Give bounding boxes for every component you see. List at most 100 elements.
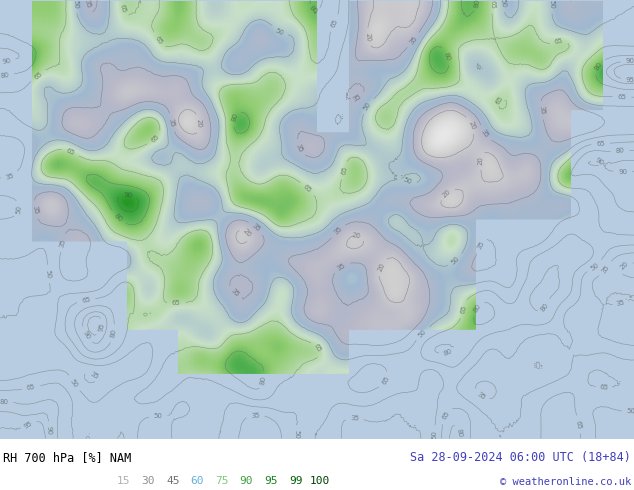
Text: 15: 15: [117, 476, 131, 486]
Text: 65: 65: [489, 0, 495, 8]
Text: 20: 20: [242, 227, 252, 238]
Text: 65: 65: [554, 38, 564, 45]
Text: 50: 50: [626, 409, 634, 415]
Text: 35: 35: [250, 412, 260, 419]
Text: 50: 50: [45, 269, 52, 279]
Text: 80: 80: [593, 61, 604, 72]
Text: 80: 80: [109, 328, 117, 339]
Text: 50: 50: [403, 177, 413, 186]
Text: 35: 35: [352, 94, 363, 103]
Text: Sa 28-09-2024 06:00 UTC (18+84): Sa 28-09-2024 06:00 UTC (18+84): [410, 451, 631, 465]
Text: 65: 65: [330, 18, 339, 28]
Text: 80: 80: [308, 4, 319, 15]
Text: 65: 65: [441, 410, 451, 421]
Text: 50: 50: [293, 430, 299, 439]
Text: 65: 65: [575, 419, 583, 429]
Text: 30: 30: [141, 476, 155, 486]
Text: 80: 80: [231, 112, 239, 122]
Text: 65: 65: [172, 300, 181, 306]
Text: 20: 20: [195, 119, 202, 128]
Text: 90: 90: [46, 426, 53, 435]
Text: 35: 35: [251, 222, 261, 233]
Text: 50: 50: [73, 0, 79, 8]
Text: 45: 45: [166, 476, 179, 486]
Text: 35: 35: [295, 142, 304, 153]
Text: 80: 80: [472, 303, 482, 314]
Text: 35: 35: [408, 35, 418, 46]
Text: 80: 80: [615, 148, 624, 154]
Text: 100: 100: [310, 476, 330, 486]
Text: 90: 90: [626, 58, 634, 64]
Text: 20: 20: [377, 262, 386, 272]
Text: 35: 35: [5, 172, 15, 181]
Text: 50: 50: [69, 378, 79, 389]
Text: 80: 80: [473, 0, 481, 8]
Text: 50: 50: [548, 0, 555, 8]
Text: 90: 90: [2, 57, 12, 65]
Text: 35: 35: [476, 240, 486, 251]
Text: 35: 35: [168, 118, 176, 127]
Text: 65: 65: [599, 384, 609, 391]
Text: 80: 80: [0, 72, 10, 79]
Text: 80: 80: [113, 213, 124, 223]
Text: 50: 50: [417, 328, 428, 339]
Text: 65: 65: [81, 296, 91, 304]
Text: 65: 65: [119, 3, 127, 14]
Text: 65: 65: [596, 140, 605, 147]
Text: 35: 35: [333, 225, 343, 236]
Text: 65: 65: [459, 304, 467, 314]
Text: 35: 35: [615, 299, 625, 307]
Text: 35: 35: [59, 238, 67, 248]
Text: 65: 65: [313, 343, 323, 354]
Text: 20: 20: [365, 32, 372, 42]
Text: 95: 95: [625, 77, 634, 83]
Text: 80: 80: [0, 399, 8, 405]
Text: 35: 35: [538, 106, 545, 115]
Text: 35: 35: [89, 370, 100, 380]
Text: 20: 20: [352, 232, 361, 240]
Text: 80: 80: [443, 51, 451, 61]
Text: 95: 95: [98, 322, 106, 332]
Text: 65: 65: [26, 384, 36, 391]
Text: 65: 65: [381, 375, 391, 386]
Text: 35: 35: [480, 128, 490, 139]
Text: 50: 50: [363, 100, 373, 111]
Text: 35: 35: [336, 262, 347, 271]
Text: 65: 65: [150, 133, 160, 144]
Text: 50: 50: [16, 204, 22, 214]
Text: 90: 90: [124, 192, 133, 198]
Text: © weatheronline.co.uk: © weatheronline.co.uk: [500, 477, 631, 488]
Text: 65: 65: [618, 94, 626, 100]
Text: 35: 35: [350, 415, 359, 422]
Text: 50: 50: [590, 261, 600, 271]
Text: 20: 20: [467, 120, 476, 130]
Text: 35: 35: [83, 0, 91, 9]
Text: 65: 65: [65, 147, 76, 156]
Text: 65: 65: [153, 35, 164, 46]
Text: 80: 80: [260, 375, 267, 385]
Text: 50: 50: [499, 0, 507, 8]
Text: 35: 35: [230, 288, 240, 298]
Text: 80: 80: [456, 428, 463, 438]
Text: 35: 35: [31, 205, 39, 215]
Text: 80: 80: [540, 302, 550, 313]
Text: 90: 90: [81, 330, 91, 341]
Text: 95: 95: [264, 476, 278, 486]
Text: 99: 99: [289, 476, 302, 486]
Text: 50: 50: [432, 430, 438, 439]
Text: 90: 90: [240, 476, 253, 486]
Text: 50: 50: [274, 27, 285, 36]
Text: 60: 60: [191, 476, 204, 486]
Text: 75: 75: [215, 476, 229, 486]
Text: 50: 50: [450, 255, 461, 266]
Text: 95: 95: [23, 419, 34, 429]
Text: 35: 35: [600, 264, 611, 274]
Text: 35: 35: [476, 391, 486, 401]
Text: 80: 80: [443, 348, 453, 357]
Text: 90: 90: [618, 169, 627, 174]
Text: 20: 20: [441, 188, 452, 198]
Text: 20: 20: [619, 261, 630, 271]
Text: 65: 65: [340, 166, 348, 175]
Text: 20: 20: [478, 156, 484, 165]
Text: 65: 65: [302, 183, 313, 194]
